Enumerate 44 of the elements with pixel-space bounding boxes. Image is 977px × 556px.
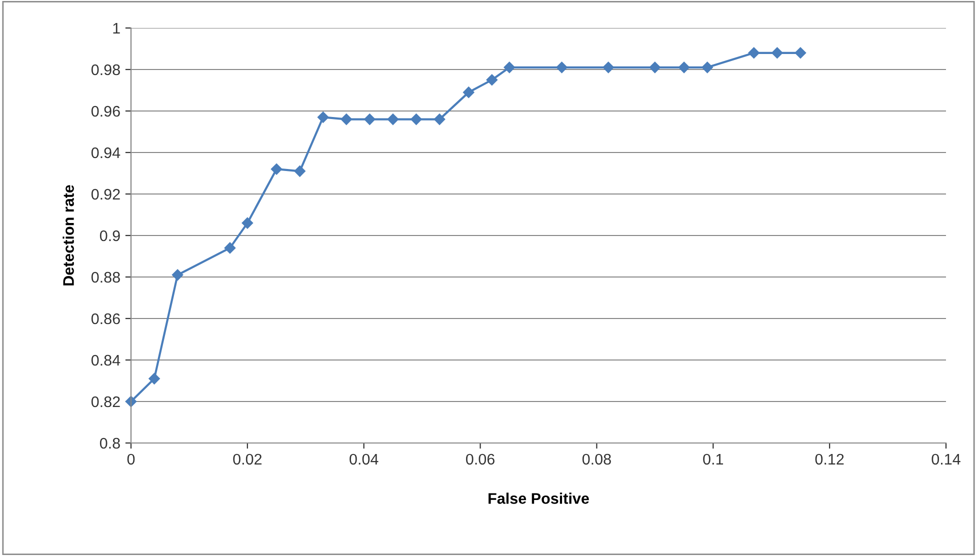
point bbox=[602, 62, 614, 74]
point bbox=[364, 114, 376, 125]
x-tick-label: 0.14 bbox=[932, 454, 960, 465]
point bbox=[486, 74, 498, 86]
point bbox=[172, 269, 184, 281]
y-tick-label: 0.94 bbox=[91, 147, 120, 158]
point bbox=[224, 242, 236, 254]
point bbox=[387, 114, 399, 125]
y-axis-title: Detection rate bbox=[62, 185, 74, 286]
x-tick-label: 0.04 bbox=[350, 454, 378, 465]
point bbox=[794, 47, 806, 59]
x-tick-label: 0.02 bbox=[233, 454, 262, 465]
point bbox=[748, 47, 760, 59]
point bbox=[772, 47, 783, 59]
point bbox=[318, 112, 329, 123]
x-tick-label: 0.08 bbox=[582, 454, 611, 465]
point bbox=[702, 62, 713, 74]
y-tick-label: 0.9 bbox=[100, 230, 120, 242]
x-tick-label: 0.06 bbox=[466, 454, 494, 465]
point bbox=[148, 373, 160, 384]
point bbox=[556, 62, 568, 74]
x-tick-label: 0 bbox=[127, 454, 135, 465]
point bbox=[434, 114, 446, 125]
y-tick-label: 0.96 bbox=[91, 106, 120, 117]
point bbox=[340, 114, 352, 125]
point bbox=[270, 163, 282, 175]
point bbox=[294, 166, 306, 177]
y-tick-label: 0.84 bbox=[91, 354, 120, 366]
x-tick-label: 0.1 bbox=[703, 454, 724, 465]
y-tick-label: 0.88 bbox=[91, 272, 120, 283]
point bbox=[649, 62, 661, 74]
x-axis-title: False Positive bbox=[488, 492, 589, 504]
point bbox=[242, 217, 254, 229]
point bbox=[678, 62, 690, 74]
y-tick-label: 0.8 bbox=[100, 438, 120, 449]
y-tick-label: 1 bbox=[113, 23, 120, 34]
point bbox=[410, 114, 422, 125]
x-tick-label: 0.12 bbox=[815, 454, 844, 465]
y-tick-label: 0.92 bbox=[91, 188, 120, 200]
point bbox=[504, 62, 515, 74]
point bbox=[463, 86, 474, 98]
y-tick-label: 0.82 bbox=[91, 396, 120, 408]
y-tick-label: 0.98 bbox=[91, 64, 120, 76]
y-tick-label: 0.86 bbox=[91, 313, 120, 324]
